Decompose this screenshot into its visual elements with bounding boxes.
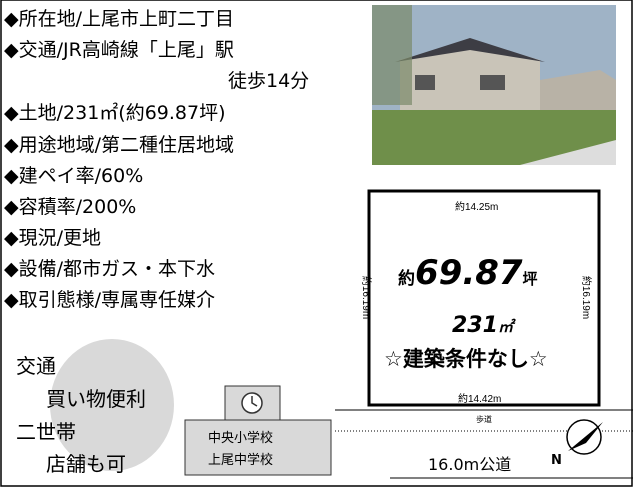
sqm-unit: ㎡: [498, 318, 513, 336]
info-item: ◆土地/231㎡(約69.87坪): [4, 98, 226, 125]
plot-note: ☆建築条件なし☆: [384, 343, 548, 373]
sidewalk-label: 歩道: [476, 414, 492, 425]
feature: 二世帯: [16, 416, 76, 445]
info-item: 徒歩14分: [228, 66, 309, 93]
info-item: ◆所在地/上尾市上町二丁目: [4, 4, 234, 31]
area-prefix: 約: [398, 269, 415, 289]
info-item: ◆現況/更地: [4, 223, 101, 250]
info-item: ◆容積率/200%: [4, 192, 136, 219]
plot-dimension: 約16.19m: [360, 276, 375, 319]
plot-dimension: 約16.19m: [580, 276, 595, 319]
info-item: ◆交通/JR高崎線「上尾」駅: [4, 35, 234, 62]
area-unit: 坪: [523, 270, 538, 288]
school-name: 上尾中学校: [208, 449, 273, 468]
info-item: ◆取引態様/専属専任媒介: [4, 285, 215, 312]
plot-area: 約69.87坪: [398, 253, 538, 293]
feature: 買い物便利: [46, 383, 146, 412]
photo: [372, 5, 616, 165]
info-item: ◆設備/都市ガス・本下水: [4, 254, 215, 281]
plot-dimension: 約14.25m: [455, 198, 498, 213]
road-name: 16.0m公道: [428, 451, 511, 475]
compass: [567, 420, 603, 454]
plot-dimension: 約14.42m: [458, 390, 501, 405]
north-label: N: [551, 453, 562, 468]
sqm-value: 231: [452, 313, 498, 338]
info-item: ◆用途地域/第二種住居地域: [4, 130, 234, 157]
feature: 交通: [16, 350, 56, 379]
info-item: ◆建ペイ率/60%: [4, 161, 143, 188]
school-name: 中央小学校: [208, 427, 273, 446]
plot-sqm: 231㎡: [452, 313, 513, 338]
feature: 店舗も可: [46, 448, 126, 477]
flyer: ◆所在地/上尾市上町二丁目 ◆交通/JR高崎線「上尾」駅 徒歩14分 ◆土地/2…: [0, 0, 633, 487]
area-value: 69.87: [415, 253, 523, 293]
